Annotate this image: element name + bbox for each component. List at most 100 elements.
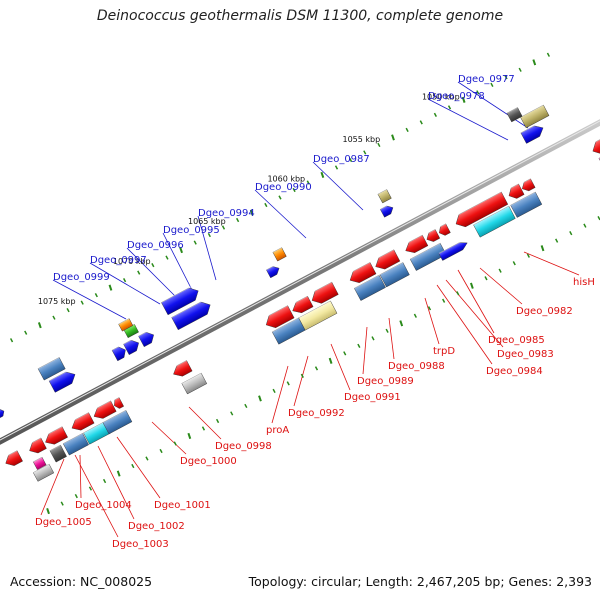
- reverse-leader-1: [479, 267, 523, 305]
- forward-gene-9-shape: [138, 331, 154, 348]
- reverse-gene-11: [438, 238, 468, 261]
- reverse-gene-21-shine: [170, 360, 187, 370]
- forward-label-dgeo_0995: Dgeo_0995: [163, 225, 220, 236]
- tick-reverse: [442, 298, 446, 303]
- reverse-gene-13-shape: [375, 249, 401, 270]
- forward-gene-1-shine: [520, 104, 544, 118]
- forward-label-dgeo_0997: Dgeo_0997: [90, 255, 147, 266]
- reverse-label-dgeo_1004: Dgeo_1004: [75, 500, 132, 511]
- reverse-gene-19-shine: [271, 317, 299, 333]
- reverse-gene-14-shine: [354, 274, 380, 289]
- reverse-gene-16-shape: [265, 305, 295, 329]
- tick-forward: [193, 240, 197, 245]
- reverse-gene-8-shape: [426, 229, 441, 242]
- reverse-gene-0-shine: [589, 116, 600, 146]
- forward-gene-2-shine: [506, 107, 518, 114]
- reverse-gene-31: [49, 444, 67, 463]
- reverse-gene-13-shine: [372, 249, 395, 262]
- accession-text: Accession: NC_008025: [10, 574, 153, 589]
- tick-forward: [391, 134, 395, 141]
- tick-forward: [377, 142, 381, 148]
- forward-label-dgeo_0977-leader: [457, 81, 529, 129]
- tick-forward: [490, 82, 494, 87]
- reverse-gene-32-shine: [32, 456, 43, 463]
- reverse-label-dgeo_0998: Dgeo_0998: [215, 441, 272, 452]
- reverse-gene-15-shape: [379, 262, 410, 288]
- tick-forward: [151, 262, 155, 268]
- reverse-gene-18-shape: [311, 281, 339, 304]
- tick-reverse: [328, 357, 333, 364]
- reverse-gene-6-shine: [510, 191, 536, 206]
- tick-reverse: [357, 343, 361, 348]
- forward-label-dgeo_0987-leader: [312, 161, 364, 211]
- forward-gene-1: [520, 104, 550, 129]
- reverse-gene-20-shape: [298, 300, 338, 331]
- reverse-leader-8: [330, 343, 351, 391]
- reverse-leader-0: [523, 251, 580, 276]
- tick-forward: [504, 75, 508, 80]
- reverse-label-proa: proA: [266, 425, 289, 436]
- reverse-leader-6: [388, 317, 395, 360]
- forward-gene-14: [48, 368, 76, 393]
- tick-reverse: [286, 381, 290, 386]
- reverse-label-dgeo_0982: Dgeo_0982: [516, 306, 573, 317]
- forward-gene-14-shape: [48, 371, 76, 393]
- reverse-label-dgeo_0983: Dgeo_0983: [497, 349, 554, 360]
- forward-label-dgeo_0990-leader: [254, 189, 307, 239]
- tick-reverse: [456, 291, 460, 296]
- reverse-gene-21-shape: [173, 360, 193, 377]
- tick-reverse: [145, 456, 149, 461]
- reverse-gene-15-shine: [379, 261, 404, 276]
- kbp-label: 1075 kbp: [38, 297, 76, 306]
- backbone-highlight: [0, 120, 600, 441]
- tick-forward: [306, 180, 310, 185]
- tick-forward: [236, 217, 240, 223]
- tick-forward: [108, 284, 113, 291]
- tick-forward: [9, 338, 14, 343]
- tick-forward: [320, 171, 325, 179]
- forward-label-dgeo_0994-leader: [197, 215, 217, 281]
- tick-reverse: [371, 336, 375, 341]
- reverse-leader-7: [362, 326, 368, 375]
- tick-reverse: [173, 441, 177, 446]
- tick-reverse: [540, 245, 545, 252]
- forward-gene-10-shine: [123, 337, 137, 345]
- reverse-leader-9: [293, 355, 309, 407]
- forward-gene-7-shape: [171, 301, 211, 331]
- reverse-leader-4: [436, 284, 493, 365]
- reverse-gene-16-shine: [262, 305, 288, 320]
- forward-gene-5-shape: [379, 205, 394, 218]
- reverse-leader-11: [188, 406, 222, 440]
- reverse-gene-12-shape: [349, 262, 377, 283]
- reverse-leader-16: [79, 454, 82, 499]
- tick-reverse: [258, 395, 262, 402]
- reverse-gene-13: [372, 249, 401, 270]
- forward-label-dgeo_0977: Dgeo_0977: [458, 74, 515, 85]
- forward-gene-9-shine: [138, 329, 152, 337]
- forward-gene-10: [123, 337, 139, 355]
- reverse-gene-15: [379, 261, 410, 288]
- reverse-leader-3: [445, 279, 504, 348]
- tick-forward: [532, 59, 537, 66]
- tick-forward: [546, 52, 551, 57]
- reverse-label-dgeo_0985: Dgeo_0985: [488, 335, 545, 346]
- forward-label-dgeo_0996: Dgeo_0996: [127, 240, 184, 251]
- tick-forward: [122, 278, 127, 283]
- reverse-gene-28-shine: [83, 421, 105, 434]
- reverse-gene-6-shape: [510, 191, 543, 218]
- reverse-gene-23: [68, 412, 95, 431]
- reverse-gene-27: [26, 437, 47, 454]
- reverse-gene-33-shine: [32, 463, 50, 473]
- reverse-label-dgeo_1005: Dgeo_1005: [35, 517, 92, 528]
- forward-label-dgeo_0999-leader: [52, 279, 127, 320]
- reverse-gene-29-shine: [102, 409, 127, 423]
- reverse-gene-17-shape: [292, 295, 314, 314]
- tick-reverse: [555, 238, 559, 243]
- tick-marks: [9, 52, 600, 515]
- tick-reverse: [427, 306, 432, 311]
- forward-gene-8: [161, 284, 199, 316]
- forward-gene-17: [0, 407, 5, 419]
- reverse-gene-30-shine: [62, 432, 83, 445]
- reverse-gene-24-shine: [90, 400, 111, 412]
